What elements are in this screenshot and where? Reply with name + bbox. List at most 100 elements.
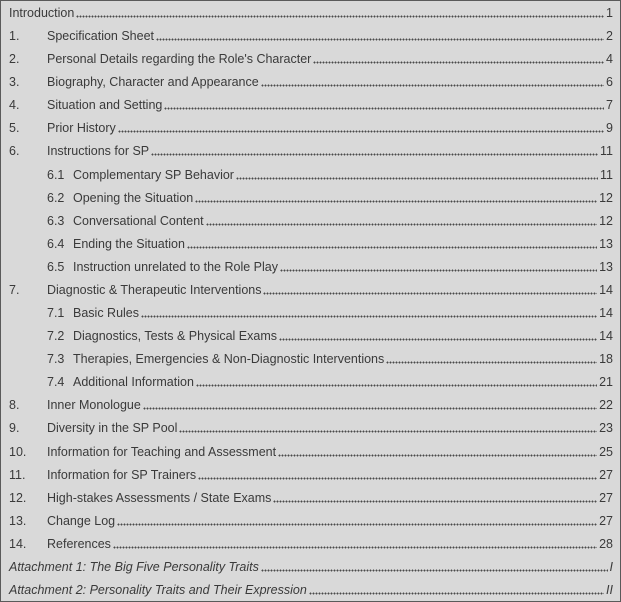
toc-entry-page: 13	[599, 259, 613, 274]
toc-entry-title: Diversity in the SP Pool	[47, 421, 178, 436]
dot-leader	[179, 430, 598, 434]
toc-entry[interactable]: 14. References 28	[1, 532, 613, 555]
dot-leader	[386, 361, 598, 365]
toc-entry-page: 11	[600, 167, 613, 182]
toc-entry-number: 5.	[9, 121, 20, 136]
toc-entry-page: 4	[606, 52, 613, 67]
dot-leader	[117, 522, 598, 526]
toc-entry-page: 22	[599, 398, 613, 413]
toc-entry-number: 6.4	[47, 236, 65, 251]
toc-entry-page: 14	[599, 329, 613, 344]
toc-entry-page: 14	[599, 282, 613, 297]
toc-entry-page: 14	[599, 306, 613, 321]
toc-entry-page: 2	[606, 29, 613, 44]
toc-entry[interactable]: 7.1 Basic Rules 14	[1, 302, 613, 325]
toc-entry-number: 4.	[9, 98, 20, 113]
toc-entry-title: Prior History	[47, 121, 116, 136]
toc-entry[interactable]: 6.1 Complementary SP Behavior 11	[1, 163, 613, 186]
toc-entry-page: 12	[599, 190, 613, 205]
toc-entry-title: Attachment 2: Personality Traits and The…	[9, 583, 307, 597]
toc-entry-title: Opening the Situation	[73, 190, 194, 205]
toc-entry[interactable]: 6.5 Instruction unrelated to the Role Pla…	[1, 255, 613, 278]
toc-entry-title: Specification Sheet	[47, 29, 155, 44]
toc-entry[interactable]: 7.2 Diagnostics, Tests & Physical Exams 14	[1, 325, 613, 348]
toc-entry-title: Diagnostic & Therapeutic Interventions	[47, 282, 262, 297]
dot-leader	[260, 84, 605, 88]
toc-entry[interactable]: 13. Change Log 27	[1, 509, 613, 532]
toc-entry[interactable]: 8. Inner Monologue 22	[1, 394, 613, 417]
toc-entry-page: 23	[599, 421, 613, 436]
dot-leader	[205, 222, 598, 226]
toc-entry-number: 7.	[9, 282, 20, 297]
toc-entry-page: 6	[606, 75, 613, 90]
toc-entry-page: 27	[599, 513, 613, 528]
toc-entry-title: Situation and Setting	[47, 98, 163, 113]
toc-entry-title: Diagnostics, Tests & Physical Exams	[73, 329, 278, 344]
toc-entry-number: 14.	[9, 536, 27, 551]
toc-entry[interactable]: 12. High-stakes Assessments / State Exams…	[1, 486, 613, 509]
toc-entry-page: 27	[599, 467, 613, 482]
toc-entry-number: 6.	[9, 144, 20, 159]
toc-entry-title: Biography, Character and Appearance	[47, 75, 259, 90]
toc-entry-number: 2.	[9, 52, 20, 67]
toc-entry-page: II	[606, 583, 613, 597]
dot-leader	[195, 384, 598, 388]
toc-entry[interactable]: 4. Situation and Setting 7	[1, 94, 613, 117]
toc-entry[interactable]: 10. Information for Teaching and Assessme…	[1, 440, 613, 463]
toc-entry[interactable]: 1. Specification Sheet 2	[1, 25, 613, 48]
toc-entry-title: References	[47, 536, 111, 551]
dot-leader	[117, 130, 605, 134]
toc-entry[interactable]: 7.3 Therapies, Emergencies & Non-Diagnost…	[1, 348, 613, 371]
dot-leader	[235, 176, 599, 180]
dot-leader	[195, 199, 598, 203]
toc-entry[interactable]: 9. Diversity in the SP Pool 23	[1, 417, 613, 440]
toc-entry-number: 11.	[9, 467, 26, 482]
toc-entry[interactable]: 6.4 Ending the Situation 13	[1, 232, 613, 255]
toc-entry[interactable]: Attachment 2: Personality Traits and The…	[1, 579, 613, 602]
toc-entry-number: 7.4	[47, 375, 65, 390]
dot-leader	[156, 38, 605, 42]
toc-entry-number: 8.	[9, 398, 20, 413]
toc-entry-title: Information for Teaching and Assessment	[47, 444, 277, 459]
toc-entry-number: 7.3	[47, 352, 65, 367]
toc-entry-title: Conversational Content	[73, 213, 204, 228]
toc-entry-page: 13	[599, 236, 613, 251]
dot-leader	[278, 453, 598, 457]
dot-leader	[186, 245, 598, 249]
toc-entry-page: 9	[606, 121, 613, 136]
toc-entry-title: Information for SP Trainers	[47, 467, 197, 482]
toc-entry-page: 21	[599, 375, 613, 390]
dot-leader	[263, 291, 598, 295]
toc-entry-title: Inner Monologue	[47, 398, 141, 413]
toc-entry-title: Change Log	[47, 513, 116, 528]
toc-entry[interactable]: 7. Diagnostic & Therapeutic Interventions…	[1, 278, 613, 301]
toc-entry-page: 28	[599, 536, 613, 551]
toc-entry-title: Ending the Situation	[73, 236, 185, 251]
toc-entry-title: Attachment 1: The Big Five Personality T…	[9, 559, 259, 574]
dot-leader	[141, 315, 598, 319]
toc-entry-title: Introduction	[9, 6, 75, 20]
toc-entry[interactable]: 2. Personal Details regarding the Role's …	[1, 48, 613, 71]
toc-entry[interactable]: Attachment 1: The Big Five Personality T…	[1, 555, 613, 578]
toc-entry[interactable]: 6.3 Conversational Content 12	[1, 209, 613, 232]
toc-entry-number: 10.	[9, 444, 27, 459]
toc-entry[interactable]: 6.2 Opening the Situation 12	[1, 186, 613, 209]
toc-entry-number: 3.	[9, 75, 20, 90]
toc-entry-number: 7.2	[47, 329, 65, 344]
toc-entry[interactable]: 11. Information for SP Trainers 27	[1, 463, 613, 486]
toc-entry-title: Basic Rules	[73, 306, 139, 321]
toc-entry[interactable]: 3. Biography, Character and Appearance 6	[1, 71, 613, 94]
toc-entry[interactable]: 6. Instructions for SP 11	[1, 140, 613, 163]
dot-leader	[151, 153, 599, 157]
toc-entry-page: 1	[606, 6, 613, 20]
toc-entry-page: 27	[599, 490, 613, 505]
toc-entry-number: 6.3	[47, 213, 65, 228]
toc-entry-title: Therapies, Emergencies & Non-Diagnostic …	[73, 352, 385, 367]
toc-entry-number: 6.1	[47, 167, 65, 182]
toc-entry[interactable]: 5. Prior History 9	[1, 117, 613, 140]
toc-entry-title: Additional Information	[73, 375, 194, 390]
toc-entry[interactable]: 7.4 Additional Information 21	[1, 371, 613, 394]
toc-entry-number: 6.2	[47, 190, 65, 205]
toc-entry[interactable]: Introduction 1	[1, 2, 613, 25]
